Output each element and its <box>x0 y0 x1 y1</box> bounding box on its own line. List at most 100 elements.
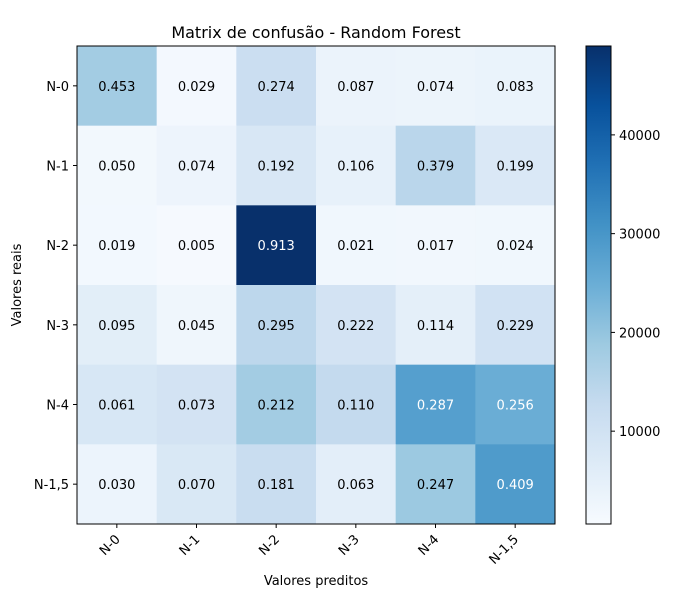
heatmap-cell <box>316 444 397 525</box>
heatmap-cell <box>236 46 317 127</box>
cell-value-label: 0.029 <box>178 80 215 95</box>
heatmap-cell <box>395 285 476 366</box>
cell-value-label: 0.453 <box>98 80 135 95</box>
heatmap-cell <box>77 125 158 206</box>
colorbar-tick-label: 30000 <box>619 228 660 243</box>
heatmap-cell <box>156 125 237 206</box>
y-tick-label: N-1 <box>46 160 69 175</box>
colorbar-tick-label: 40000 <box>619 129 660 144</box>
heatmap-cell <box>475 205 556 286</box>
heatmap-cell <box>236 364 317 445</box>
x-tick-label: N-1 <box>177 532 204 559</box>
heatmap-cell <box>77 205 158 286</box>
y-axis-label: Valores reais <box>10 243 25 326</box>
x-tick-label: N-3 <box>336 532 363 559</box>
heatmap-cell <box>236 205 317 286</box>
cell-value-label: 0.256 <box>497 399 534 414</box>
cell-value-label: 0.379 <box>417 160 454 175</box>
heatmap-cell <box>77 285 158 366</box>
heatmap-cell <box>156 364 237 445</box>
heatmap-cell <box>475 444 556 525</box>
heatmap-cell <box>475 285 556 366</box>
y-tick-label: N-1,5 <box>34 478 69 493</box>
cell-value-label: 0.074 <box>178 160 215 175</box>
cell-value-label: 0.913 <box>258 239 295 254</box>
heatmap-cell <box>316 205 397 286</box>
heatmap-cell <box>156 285 237 366</box>
heatmap-cell <box>395 125 476 206</box>
cell-value-label: 0.229 <box>497 319 534 334</box>
heatmap-cell <box>236 444 317 525</box>
colorbar-tick-label: 10000 <box>619 425 660 440</box>
cell-value-label: 0.087 <box>337 80 374 95</box>
heatmap-cell <box>395 364 476 445</box>
heatmap-cell <box>77 444 158 525</box>
cell-value-label: 0.114 <box>417 319 454 334</box>
cell-value-label: 0.050 <box>98 160 135 175</box>
y-tick-label: N-2 <box>46 239 69 254</box>
cell-value-label: 0.073 <box>178 399 215 414</box>
x-axis-label: Valores preditos <box>264 574 369 589</box>
plot-frame <box>76 45 556 525</box>
x-axis-ticks: N-0 N-1 N-2 N-3 N-4 N-1,5 <box>97 524 522 568</box>
heatmap-cell <box>316 364 397 445</box>
heatmap-cell <box>77 364 158 445</box>
heatmap-cell <box>316 46 397 127</box>
colorbar-gradient <box>585 45 612 525</box>
heatmap-cell <box>236 125 317 206</box>
heatmap-cell <box>77 46 158 127</box>
cell-value-label: 0.021 <box>337 239 374 254</box>
cell-value-label: 0.295 <box>258 319 295 334</box>
heatmap-cell <box>395 444 476 525</box>
cell-value-label: 0.070 <box>178 478 215 493</box>
cell-value-label: 0.192 <box>258 160 295 175</box>
cell-value-label: 0.212 <box>258 399 295 414</box>
x-tick-label: N-4 <box>416 532 443 559</box>
cell-value-label: 0.409 <box>497 478 534 493</box>
cell-value-label: 0.063 <box>337 478 374 493</box>
cell-value-label: 0.274 <box>258 80 295 95</box>
heatmap-cells <box>77 46 556 525</box>
heatmap-cell <box>395 205 476 286</box>
cell-value-label: 0.095 <box>98 319 135 334</box>
chart-title: Matrix de confusão - Random Forest <box>171 23 460 42</box>
colorbar: 10000 20000 30000 40000 <box>585 45 660 525</box>
y-tick-label: N-3 <box>46 319 69 334</box>
y-tick-label: N-4 <box>46 399 69 414</box>
cell-value-label: 0.030 <box>98 478 135 493</box>
cell-value-label: 0.199 <box>497 160 534 175</box>
y-axis-ticks: N-0 N-1 N-2 N-3 N-4 N-1,5 <box>34 80 77 493</box>
cell-value-label: 0.005 <box>178 239 215 254</box>
heatmap-cell <box>475 46 556 127</box>
heatmap-cell-labels: 0.453 0.029 0.274 0.087 0.074 0.083 0.050 0.074… <box>98 80 534 493</box>
x-tick-label: N-0 <box>97 532 124 559</box>
x-tick-label: N-1,5 <box>487 532 522 567</box>
cell-value-label: 0.045 <box>178 319 215 334</box>
heatmap-cell <box>475 364 556 445</box>
y-tick-label: N-0 <box>46 80 69 95</box>
cell-value-label: 0.106 <box>337 160 374 175</box>
cell-value-label: 0.287 <box>417 399 454 414</box>
cell-value-label: 0.083 <box>497 80 534 95</box>
cell-value-label: 0.019 <box>98 239 135 254</box>
cell-value-label: 0.017 <box>417 239 454 254</box>
cell-value-label: 0.181 <box>258 478 295 493</box>
heatmap-cell <box>156 444 237 525</box>
cell-value-label: 0.074 <box>417 80 454 95</box>
heatmap-cell <box>316 125 397 206</box>
heatmap-cell <box>316 285 397 366</box>
heatmap-cell <box>236 285 317 366</box>
heatmap-cell <box>156 46 237 127</box>
cell-value-label: 0.110 <box>337 399 374 414</box>
cell-value-label: 0.061 <box>98 399 135 414</box>
colorbar-tick-label: 20000 <box>619 326 660 341</box>
heatmap-cell <box>395 46 476 127</box>
heatmap-cell <box>475 125 556 206</box>
cell-value-label: 0.247 <box>417 478 454 493</box>
cell-value-label: 0.024 <box>497 239 534 254</box>
x-tick-label: N-2 <box>256 532 283 559</box>
cell-value-label: 0.222 <box>337 319 374 334</box>
heatmap-cell <box>156 205 237 286</box>
